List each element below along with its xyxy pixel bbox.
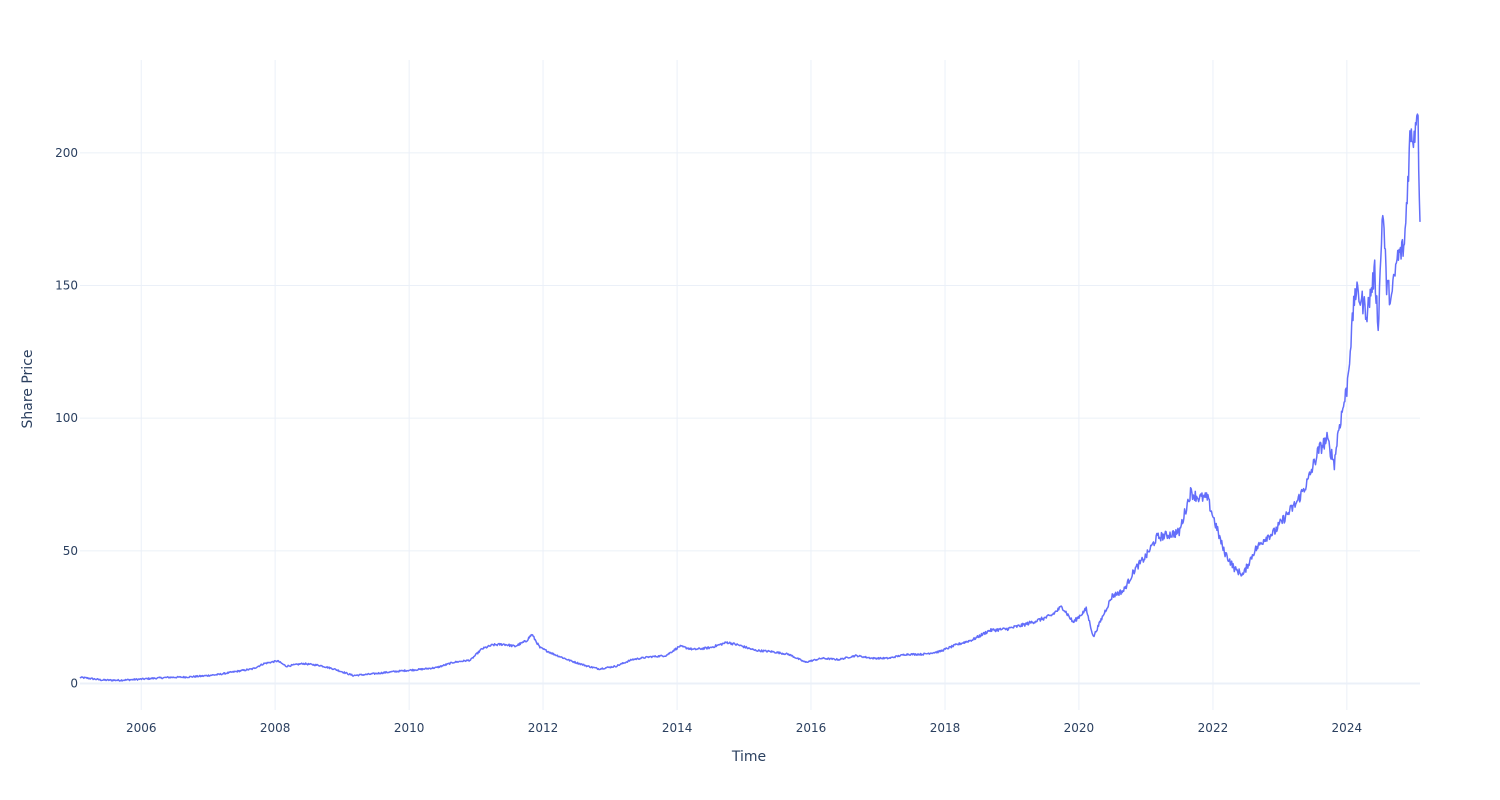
y-tick-label: 0 [70, 676, 78, 690]
y-tick-label: 100 [55, 411, 78, 425]
x-tick-label: 2024 [1332, 721, 1363, 735]
x-tick-label: 2008 [260, 721, 291, 735]
x-tick-label: 2014 [662, 721, 693, 735]
y-tick-label: 150 [55, 279, 78, 293]
x-tick-label: 2016 [796, 721, 827, 735]
x-tick-label: 2010 [394, 721, 425, 735]
series-line [79, 113, 1421, 682]
tick-labels: 2006 2008 2010 2012 2014 2016 2018 2020 2022 2024… [55, 146, 1362, 735]
x-tick-label: 2022 [1198, 721, 1229, 735]
y-axis-title: Share Price [20, 349, 36, 428]
y-tick-label: 50 [63, 544, 78, 558]
x-axis-title: Time [731, 749, 766, 765]
y-tick-label: 200 [55, 146, 78, 160]
x-tick-label: 2006 [126, 721, 157, 735]
grid-lines [80, 60, 1420, 710]
x-tick-label: 2020 [1064, 721, 1095, 735]
x-tick-label: 2012 [528, 721, 559, 735]
x-tick-label: 2018 [930, 721, 961, 735]
series-line-layer [79, 113, 1421, 682]
